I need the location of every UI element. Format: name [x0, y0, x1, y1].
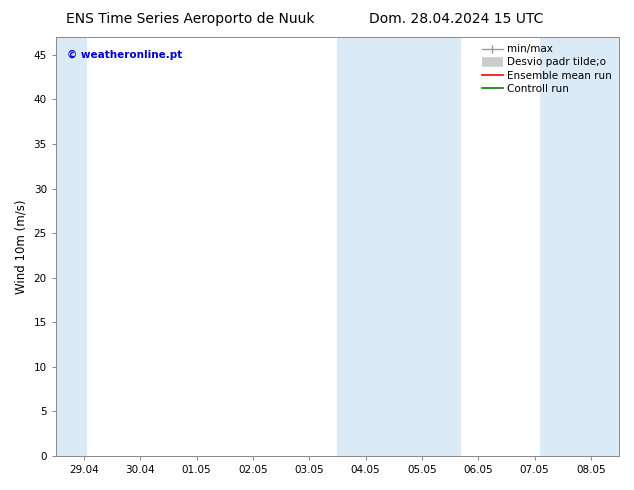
- Text: © weatheronline.pt: © weatheronline.pt: [67, 49, 183, 60]
- Text: ENS Time Series Aeroporto de Nuuk: ENS Time Series Aeroporto de Nuuk: [66, 12, 314, 26]
- Bar: [540, 37, 619, 456]
- Bar: [56, 37, 87, 456]
- Bar: [337, 37, 462, 456]
- Y-axis label: Wind 10m (m/s): Wind 10m (m/s): [15, 199, 28, 294]
- Text: Dom. 28.04.2024 15 UTC: Dom. 28.04.2024 15 UTC: [369, 12, 544, 26]
- Legend: min/max, Desvio padr tilde;o, Ensemble mean run, Controll run: min/max, Desvio padr tilde;o, Ensemble m…: [478, 40, 616, 98]
